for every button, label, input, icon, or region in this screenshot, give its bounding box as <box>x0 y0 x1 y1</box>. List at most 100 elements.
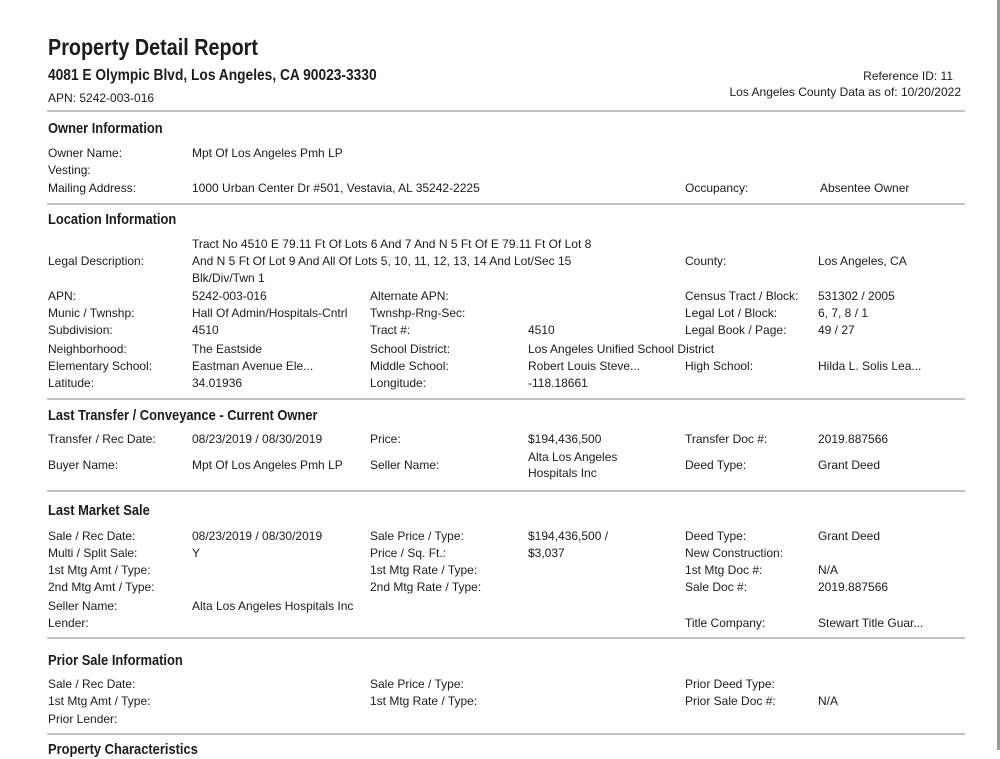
transfer-price-label: Price: <box>370 432 401 446</box>
transfer-rec-date-label: Transfer / Rec Date: <box>48 432 156 446</box>
transfer-seller-label: Seller Name: <box>370 458 440 472</box>
legal-book-value: 49 / 27 <box>818 323 855 337</box>
prior-sale-doc-value: N/A <box>818 694 839 708</box>
property-address: 4081 E Olympic Blvd, Los Angeles, CA 900… <box>48 67 377 84</box>
mtg1-doc-label: 1st Mtg Doc #: <box>685 563 763 577</box>
legal-book-label: Legal Book / Page: <box>685 323 787 337</box>
census-tract-label: Census Tract / Block: <box>685 289 799 303</box>
reference-id: Reference ID: 11 <box>863 69 953 83</box>
prior-mtg1-rate-label: 1st Mtg Rate / Type: <box>370 694 478 708</box>
middle-school-label: Middle School: <box>370 359 449 373</box>
county-label: County: <box>685 254 727 268</box>
high-school-label: High School: <box>685 359 754 373</box>
school-district-label: School District: <box>370 342 451 356</box>
divider <box>47 637 965 639</box>
divider <box>47 398 965 400</box>
transfer-doc-label: Transfer Doc #: <box>685 432 768 446</box>
sale-rec-date-label: Sale / Rec Date: <box>48 529 136 543</box>
school-district-value: Los Angeles Unified School District <box>528 342 715 356</box>
apn-label: APN: <box>48 289 77 303</box>
multi-split-sale-label: Multi / Split Sale: <box>48 546 138 560</box>
divider <box>47 733 965 735</box>
buyer-name-label: Buyer Name: <box>48 458 119 472</box>
prior-deed-type-label: Prior Deed Type: <box>685 677 775 691</box>
transfer-deed-type-label: Deed Type: <box>685 458 747 472</box>
legal-lot-label: Legal Lot / Block: <box>685 306 778 320</box>
tract-value: 4510 <box>528 323 555 337</box>
prior-lender-label: Prior Lender: <box>48 712 118 726</box>
multi-split-sale-value: Y <box>192 546 201 560</box>
prior-sale-price-label: Sale Price / Type: <box>370 677 464 691</box>
section-heading-property-characteristics: Property Characteristics <box>48 741 198 758</box>
prior-sale-rec-date-label: Sale / Rec Date: <box>48 677 136 691</box>
owner-name-value: Mpt Of Los Angeles Pmh LP <box>192 146 343 160</box>
transfer-rec-date-value: 08/23/2019 / 08/30/2019 <box>192 432 323 446</box>
section-heading-last-market-sale: Last Market Sale <box>48 502 150 519</box>
twnshp-rng-sec-label: Twnshp-Rng-Sec: <box>370 306 466 320</box>
header-apn: APN: 5242-003-016 <box>48 91 155 105</box>
transfer-deed-type-value: Grant Deed <box>818 458 881 472</box>
sale-price-label: Sale Price / Type: <box>370 529 464 543</box>
mtg2-rate-label: 2nd Mtg Rate / Type: <box>370 580 482 594</box>
price-per-sqft-label: Price / Sq. Ft.: <box>370 546 447 560</box>
county-value: Los Angeles, CA <box>818 254 907 268</box>
transfer-doc-value: 2019.887566 <box>818 432 889 446</box>
section-heading-owner: Owner Information <box>48 120 163 137</box>
sale-doc-label: Sale Doc #: <box>685 580 748 594</box>
sale-deed-type-label: Deed Type: <box>685 529 747 543</box>
transfer-price-value: $194,436,500 <box>528 432 602 446</box>
census-tract-value: 531302 / 2005 <box>818 289 895 303</box>
middle-school-value: Robert Louis Steve... <box>528 359 641 373</box>
title-company-value: Stewart Title Guar... <box>818 616 924 630</box>
transfer-seller-line1: Alta Los Angeles <box>528 450 618 464</box>
elementary-school-value: Eastman Avenue Ele... <box>192 359 314 373</box>
elementary-school-label: Elementary School: <box>48 359 153 373</box>
prior-mtg1-amt-label: 1st Mtg Amt / Type: <box>48 694 151 708</box>
sale-price-value: $194,436,500 / <box>528 529 609 543</box>
legal-description-label: Legal Description: <box>48 254 145 268</box>
vesting-label: Vesting: <box>48 163 91 177</box>
section-heading-location: Location Information <box>48 211 177 228</box>
high-school-value: Hilda L. Solis Lea... <box>818 359 922 373</box>
sale-rec-date-value: 08/23/2019 / 08/30/2019 <box>192 529 323 543</box>
mailing-address-label: Mailing Address: <box>48 181 137 195</box>
title-company-label: Title Company: <box>685 616 766 630</box>
neighborhood-label: Neighborhood: <box>48 342 127 356</box>
owner-name-label: Owner Name: <box>48 146 123 160</box>
divider <box>47 203 965 205</box>
mtg1-doc-value: N/A <box>818 563 839 577</box>
mtg1-rate-label: 1st Mtg Rate / Type: <box>370 563 478 577</box>
data-as-of: Los Angeles County Data as of: 10/20/202… <box>729 85 962 99</box>
section-heading-prior-sale: Prior Sale Information <box>48 652 183 669</box>
legal-description-line1: Tract No 4510 E 79.11 Ft Of Lots 6 And 7… <box>192 237 592 251</box>
section-heading-last-transfer: Last Transfer / Conveyance - Current Own… <box>48 407 318 424</box>
mtg1-amt-label: 1st Mtg Amt / Type: <box>48 563 151 577</box>
buyer-name-value: Mpt Of Los Angeles Pmh LP <box>192 458 343 472</box>
divider <box>47 110 965 112</box>
sale-doc-value: 2019.887566 <box>818 580 889 594</box>
sale-seller-name-value: Alta Los Angeles Hospitals Inc <box>192 599 354 613</box>
price-per-sqft-value: $3,037 <box>528 546 565 560</box>
legal-lot-value: 6, 7, 8 / 1 <box>818 306 869 320</box>
subdivision-label: Subdivision: <box>48 323 113 337</box>
legal-description-line3: Blk/Div/Twn 1 <box>192 271 265 285</box>
longitude-label: Longitude: <box>370 376 427 390</box>
new-construction-label: New Construction: <box>685 546 784 560</box>
transfer-seller-line2: Hospitals Inc <box>528 466 597 480</box>
apn-value: 5242-003-016 <box>192 289 267 303</box>
report-title: Property Detail Report <box>48 34 258 60</box>
lender-label: Lender: <box>48 616 89 630</box>
mailing-address-value: 1000 Urban Center Dr #501, Vestavia, AL … <box>192 181 480 195</box>
sale-seller-name-label: Seller Name: <box>48 599 118 613</box>
longitude-value: -118.18661 <box>528 376 588 390</box>
neighborhood-value: The Eastside <box>192 342 263 356</box>
munic-label: Munic / Twnshp: <box>48 306 135 320</box>
subdivision-value: 4510 <box>192 323 219 337</box>
alternate-apn-label: Alternate APN: <box>370 289 449 303</box>
divider <box>47 490 965 492</box>
latitude-label: Latitude: <box>48 376 95 390</box>
mtg2-amt-label: 2nd Mtg Amt / Type: <box>48 580 155 594</box>
occupancy-label: Occupancy: <box>685 181 749 195</box>
tract-label: Tract #: <box>370 323 411 337</box>
